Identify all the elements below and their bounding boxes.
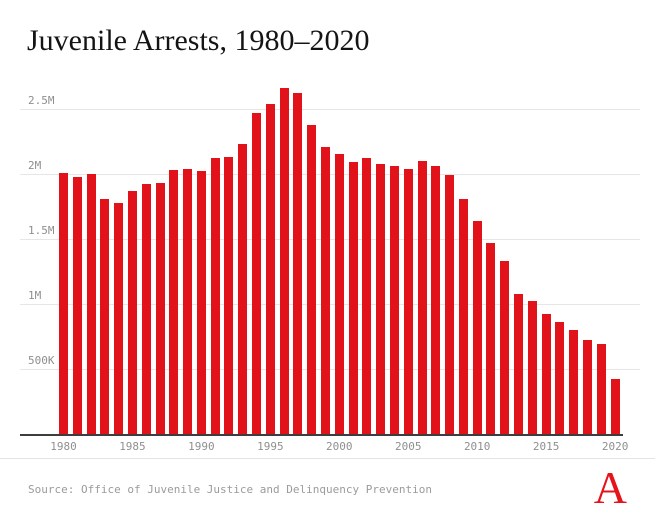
bar-1996	[279, 88, 289, 434]
bar-1990	[196, 171, 206, 434]
bar-1994	[252, 113, 262, 434]
bar-2009	[458, 199, 468, 434]
x-tick-label: 2020	[601, 440, 629, 453]
bar-2019	[596, 344, 606, 434]
bar-1995	[265, 104, 275, 434]
x-tick-label: 1995	[257, 440, 284, 453]
bar-1991	[210, 158, 220, 434]
bar-1982	[86, 174, 96, 434]
bar-1992	[224, 157, 234, 434]
bar-2002	[362, 158, 372, 434]
bar-2018	[583, 340, 593, 434]
x-tick-label: 2010	[463, 440, 491, 453]
bar-2020	[610, 379, 620, 434]
x-axis-line	[20, 434, 623, 436]
y-tick-label: 1M	[28, 289, 42, 302]
bar-1989	[183, 169, 193, 434]
bar-2014	[527, 301, 537, 434]
bar-2017	[569, 330, 579, 434]
y-tick-label: 2M	[28, 159, 42, 172]
bar-1988	[169, 170, 179, 434]
bar-chart-plot-area: 500K 1M 1.5M 2M 2.5M 1980 1985 1990 1995 2000 2005…	[20, 88, 640, 453]
bar-1983	[100, 199, 110, 434]
bar-1998	[307, 125, 317, 434]
x-tick-label: 2015	[532, 440, 560, 453]
bar-2016	[555, 322, 565, 434]
bar-2003	[376, 164, 386, 434]
bar-2013	[514, 294, 524, 434]
x-tick-label: 1985	[119, 440, 146, 453]
x-tick-label: 2000	[326, 440, 353, 453]
source-credit: Source: Office of Juvenile Justice and D…	[28, 483, 432, 496]
x-tick-label: 1980	[50, 440, 77, 453]
footer-divider	[0, 458, 655, 459]
y-tick-label: 500K	[28, 354, 55, 367]
gridline	[20, 369, 640, 370]
bar-2012	[500, 261, 510, 434]
bar-2010	[472, 221, 482, 434]
y-tick-label: 2.5M	[28, 94, 55, 107]
bar-2001	[348, 162, 358, 434]
gridline	[20, 304, 640, 305]
bar-1997	[293, 93, 303, 434]
bar-2008	[445, 175, 455, 434]
gridline	[20, 109, 640, 110]
bar-2000	[334, 154, 344, 434]
bar-2007	[431, 166, 441, 434]
y-tick-label: 1.5M	[28, 224, 55, 237]
bar-1987	[155, 183, 165, 434]
bar-2005	[403, 169, 413, 434]
bar-2011	[486, 243, 496, 434]
bar-1981	[72, 177, 82, 434]
gridline	[20, 174, 640, 175]
bar-2015	[541, 314, 551, 434]
bar-1993	[238, 144, 248, 434]
gridline	[20, 239, 640, 240]
x-tick-label: 1990	[188, 440, 215, 453]
bar-2006	[417, 161, 427, 434]
bar-1984	[114, 203, 124, 434]
x-tick-label: 2005	[395, 440, 422, 453]
bar-1985	[127, 191, 137, 434]
bar-1980	[59, 173, 68, 434]
chart-title: Juvenile Arrests, 1980–2020	[27, 24, 370, 57]
atlantic-logo: A	[593, 462, 627, 513]
bar-1999	[321, 147, 330, 434]
bar-2004	[389, 166, 399, 434]
bar-1986	[141, 184, 151, 434]
